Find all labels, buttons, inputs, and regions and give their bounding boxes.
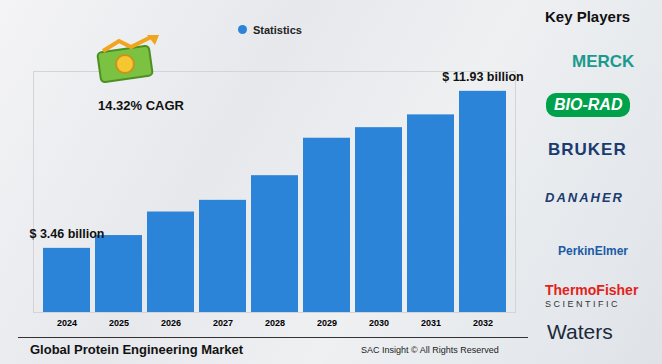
- svg-text:2026: 2026: [161, 318, 181, 328]
- html-text:Key Players: Key Players: [545, 8, 631, 25]
- svg-text:2031: 2031: [421, 318, 441, 328]
- html-text:BIO-RAD: BIO-RAD: [554, 96, 623, 113]
- svg-text:2024: 2024: [57, 318, 77, 328]
- html-text:DANAHER: DANAHER: [545, 190, 624, 205]
- svg-text:$ 3.46 billion: $ 3.46 billion: [29, 227, 104, 241]
- svg-text:2029: 2029: [317, 318, 337, 328]
- html-text:BRUKER: BRUKER: [548, 140, 627, 159]
- svg-text:2030: 2030: [369, 318, 389, 328]
- svg-text:2027: 2027: [213, 318, 233, 328]
- html-text:Statistics: Statistics: [253, 24, 302, 36]
- html-text:SAC Insight © All Rights Reser: SAC Insight © All Rights Reserved: [361, 345, 499, 355]
- html-text:MERCK: MERCK: [572, 52, 635, 71]
- html-text:Waters: Waters: [547, 320, 613, 343]
- html-text:14.32% CAGR: 14.32% CAGR: [98, 98, 184, 113]
- html-text:SCIENTIFIC: SCIENTIFIC: [545, 299, 620, 309]
- svg-text:2025: 2025: [109, 318, 129, 328]
- html-text:Global Protein Engineering Mar: Global Protein Engineering Market: [30, 342, 244, 357]
- svg-text:$ 11.93 billion: $ 11.93 billion: [442, 70, 523, 84]
- html-text:PerkinElmer: PerkinElmer: [558, 244, 628, 258]
- svg-text:2032: 2032: [473, 318, 493, 328]
- html-text:ThermoFisher: ThermoFisher: [545, 282, 639, 298]
- svg-text:2028: 2028: [265, 318, 285, 328]
